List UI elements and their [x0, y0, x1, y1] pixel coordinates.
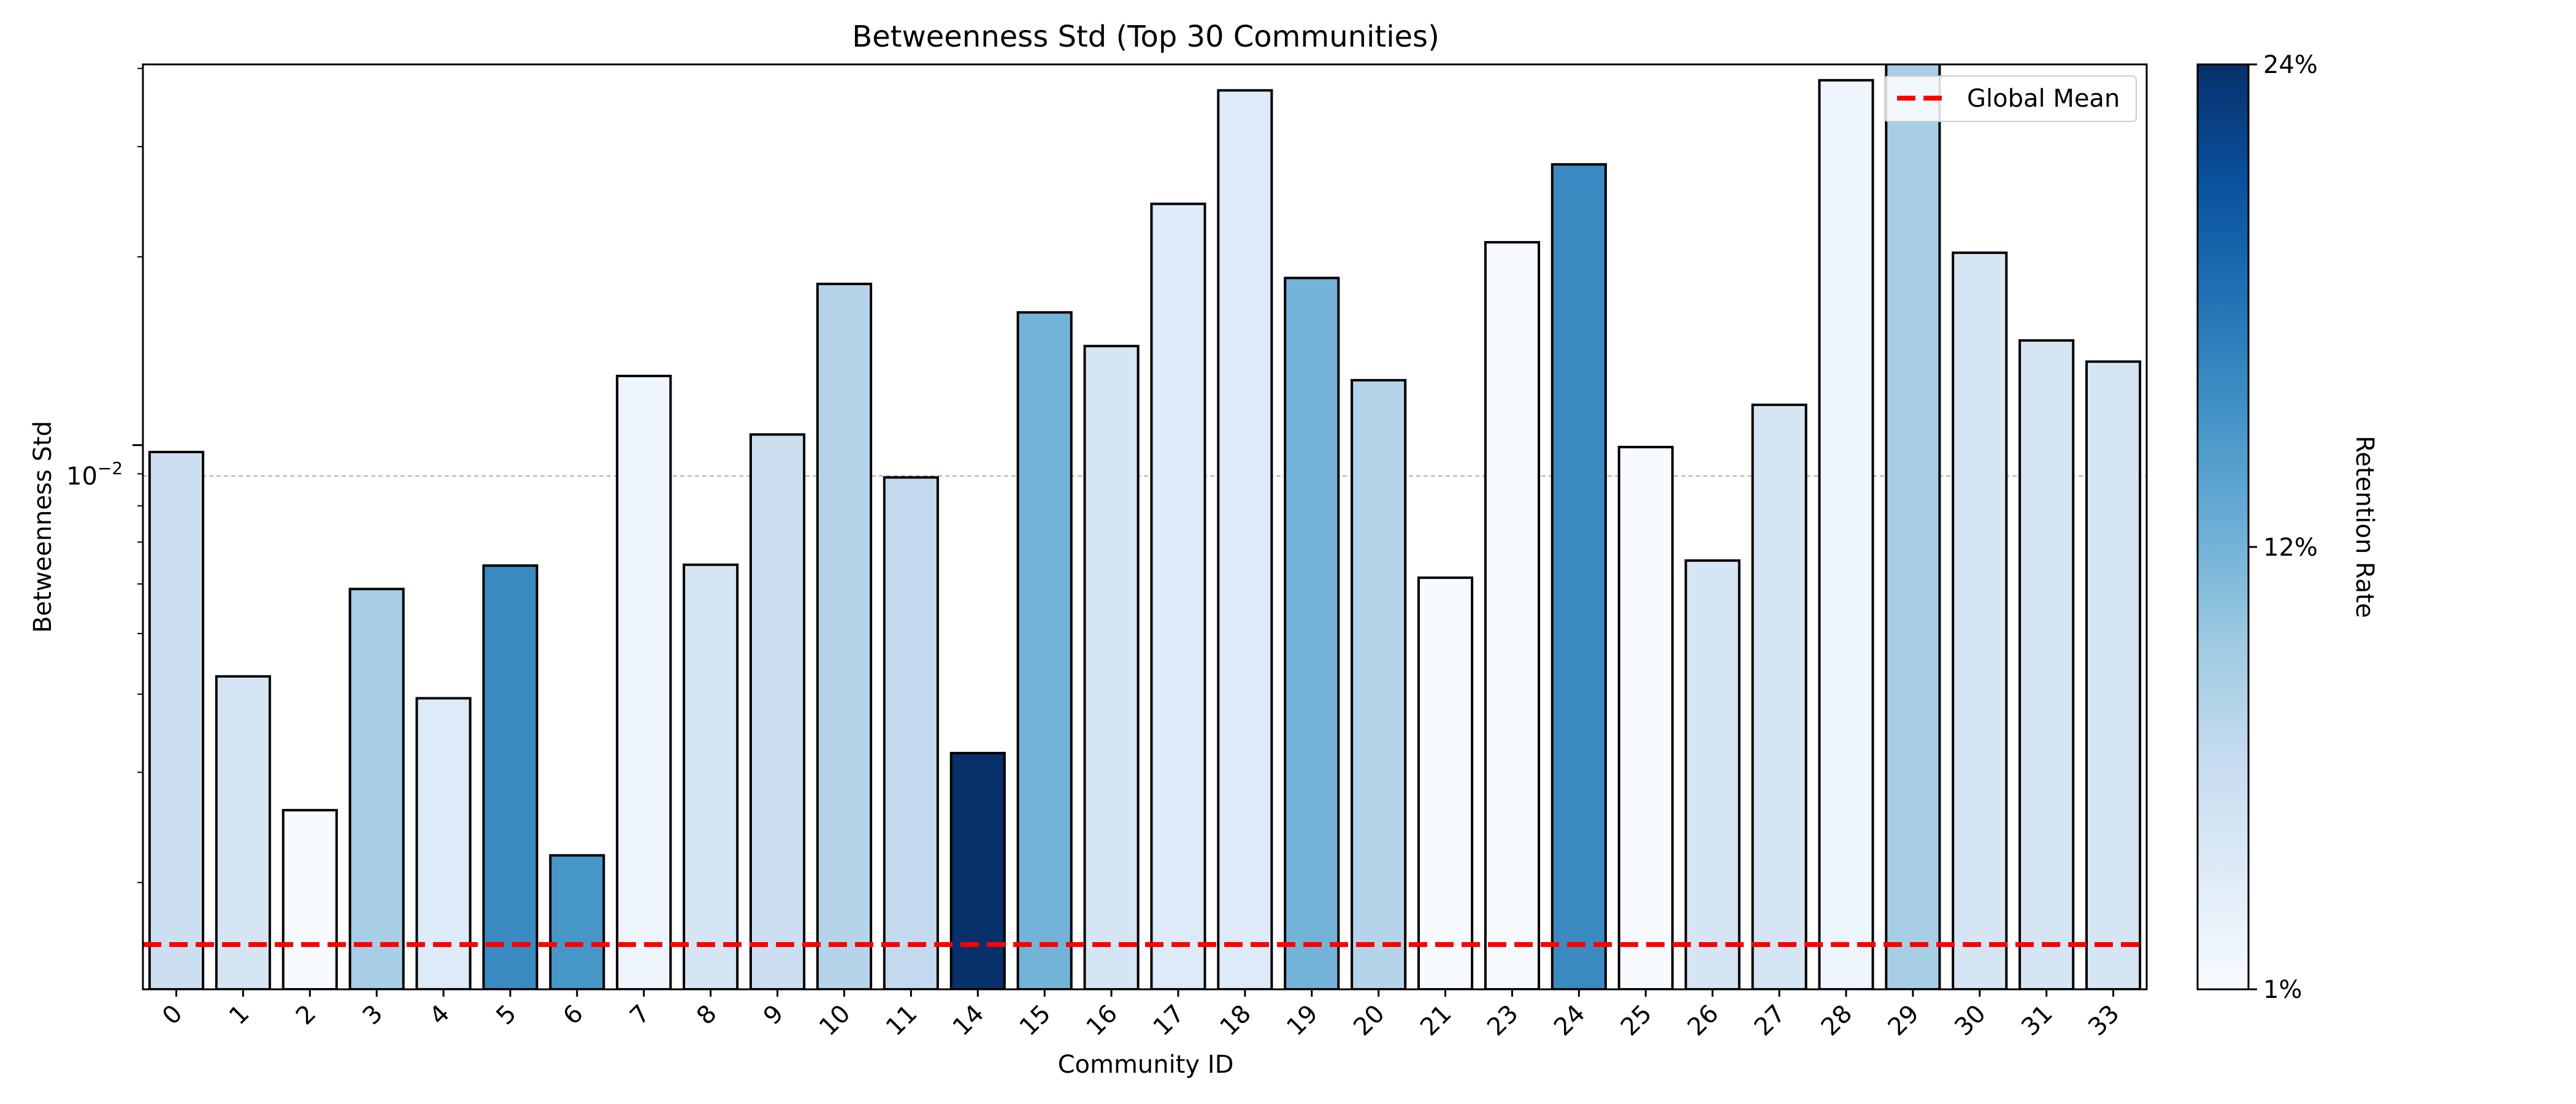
- plot-frame: [142, 63, 2148, 991]
- x-tick-label: 20: [1348, 1000, 1390, 1042]
- bar-community-1: [215, 675, 271, 989]
- x-tick-label: 5: [491, 1000, 522, 1031]
- bar-community-27: [1751, 404, 1807, 989]
- bars-group: [148, 64, 2142, 989]
- bar-community-21: [1417, 576, 1474, 989]
- legend-box: [1884, 75, 2137, 122]
- bar-community-17: [1150, 202, 1206, 989]
- colorbar-tick-label: 24%: [2263, 51, 2318, 79]
- bar-community-8: [683, 563, 739, 989]
- x-tick-label: 23: [1482, 1000, 1524, 1042]
- x-tick-label: 27: [1749, 1000, 1792, 1042]
- bar-community-25: [1617, 445, 1674, 989]
- x-tick-label: 21: [1415, 1000, 1457, 1042]
- bar-community-10: [816, 282, 873, 989]
- colorbar: 1% 12% 24% Retention Rate: [2196, 51, 2379, 1004]
- bar-community-11: [883, 476, 939, 989]
- bar-community-26: [1684, 559, 1741, 989]
- x-tick-label: 29: [1882, 1000, 1925, 1042]
- bar-community-14: [949, 751, 1006, 989]
- x-tick-label: 8: [691, 1000, 723, 1031]
- legend-label: Global Mean: [1967, 85, 2120, 113]
- x-tick-label: 19: [1281, 1000, 1324, 1042]
- x-tick-label: 0: [157, 1000, 188, 1031]
- bar-community-29: [1885, 64, 1941, 989]
- bar-community-5: [482, 564, 539, 989]
- x-tick-label: 26: [1682, 1000, 1725, 1042]
- bar-community-15: [1016, 311, 1073, 989]
- bar-community-2: [282, 808, 338, 989]
- bar-community-7: [616, 374, 672, 989]
- bar-community-9: [749, 433, 806, 989]
- x-tick-label: 4: [424, 1000, 456, 1031]
- x-tick-label: 15: [1014, 1000, 1057, 1042]
- y-tick-label: 10−2: [66, 458, 123, 491]
- bar-community-20: [1351, 378, 1407, 989]
- x-tick-label: 11: [881, 1000, 923, 1042]
- bar-community-4: [415, 697, 472, 989]
- y-minor-ticks: [137, 67, 143, 883]
- y-axis-label: Betweenness Std: [29, 421, 57, 633]
- x-tick-label: 10: [814, 1000, 856, 1042]
- bar-community-19: [1284, 277, 1340, 989]
- x-tick-label: 28: [1815, 1000, 1858, 1042]
- bar-community-30: [1952, 251, 2008, 989]
- x-tick-label: 33: [2083, 1000, 2125, 1042]
- legend: Global Mean: [1884, 75, 2137, 122]
- x-tick-label: 17: [1148, 1000, 1190, 1042]
- x-tick-label: 9: [758, 1000, 789, 1031]
- colorbar-gradient: [2196, 63, 2250, 991]
- bar-community-18: [1217, 89, 1273, 989]
- x-tick-label: 14: [948, 1000, 990, 1042]
- bar-community-16: [1083, 345, 1140, 989]
- x-tick-label: 2: [291, 1000, 322, 1031]
- x-axis-label: Community ID: [1058, 1051, 1234, 1079]
- bar-community-31: [2018, 339, 2075, 989]
- colorbar-tick-label: 12%: [2263, 534, 2318, 562]
- chart-title: Betweenness Std (Top 30 Communities): [852, 20, 1439, 54]
- bar-community-3: [348, 588, 405, 989]
- x-tick-label: 6: [558, 1000, 589, 1031]
- colorbar-ticks: 1% 12% 24%: [2248, 51, 2318, 1004]
- x-tick-label: 18: [1214, 1000, 1257, 1042]
- x-tick-label: 3: [358, 1000, 389, 1031]
- x-tick-label: 30: [1949, 1000, 1991, 1042]
- bar-community-33: [2085, 360, 2142, 989]
- bar-community-24: [1551, 163, 1607, 989]
- x-tick-label: 24: [1549, 1000, 1591, 1042]
- colorbar-tick-label: 1%: [2263, 976, 2302, 1004]
- x-tick-label: 31: [2016, 1000, 2058, 1042]
- x-tick-label: 16: [1081, 1000, 1124, 1042]
- bar-community-6: [549, 854, 605, 989]
- x-tick-label: 25: [1616, 1000, 1658, 1042]
- bar-community-0: [148, 451, 205, 989]
- x-ticks: 0 1 2 3 4 5 6 7 8 9 10 11 14 15 16 17 18 19 20 21 23 24 25 26 27…: [157, 989, 2125, 1041]
- colorbar-label: Retention Rate: [2350, 435, 2379, 618]
- x-tick-label: 1: [224, 1000, 255, 1031]
- x-tick-label: 7: [624, 1000, 656, 1031]
- bar-community-23: [1484, 240, 1541, 989]
- bar-community-28: [1818, 79, 1874, 989]
